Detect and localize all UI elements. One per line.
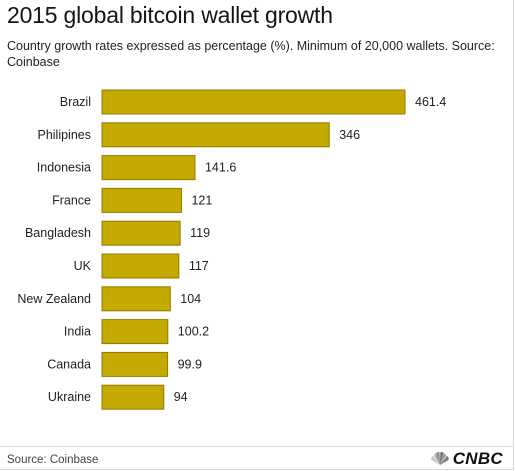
chart-subtitle: Country growth rates expressed as percen… xyxy=(7,39,495,69)
category-label: France xyxy=(52,193,91,207)
value-label: 100.2 xyxy=(178,325,209,339)
value-label: 94 xyxy=(174,390,188,404)
bar xyxy=(101,187,182,213)
value-label: 121 xyxy=(191,193,212,207)
category-label: Brazil xyxy=(60,95,91,109)
value-label: 119 xyxy=(190,226,210,240)
category-label: New Zealand xyxy=(17,292,91,306)
bar xyxy=(101,253,180,279)
footer: Source: Coinbase CNBC xyxy=(0,446,513,470)
cnbc-logo: CNBC xyxy=(430,449,503,469)
cnbc-logo-text: CNBC xyxy=(452,449,503,468)
category-label: Bangladesh xyxy=(25,226,91,240)
bar xyxy=(101,351,169,377)
category-label: Ukraine xyxy=(48,390,91,404)
category-label: India xyxy=(64,325,91,339)
bar xyxy=(101,286,171,312)
category-label: Indonesia xyxy=(37,161,91,175)
value-label: 104 xyxy=(180,292,201,306)
value-label: 461.4 xyxy=(415,95,446,109)
peacock-icon xyxy=(430,452,449,465)
chart-title: 2015 global bitcoin wallet growth xyxy=(7,2,333,28)
bar xyxy=(101,89,406,115)
value-label: 117 xyxy=(189,259,209,273)
category-label: Philipines xyxy=(37,128,91,142)
bar xyxy=(101,319,169,345)
value-label: 141.6 xyxy=(205,161,236,175)
value-label: 99.9 xyxy=(178,357,202,371)
value-label: 346 xyxy=(339,128,360,142)
category-label: Canada xyxy=(47,357,91,371)
category-label: UK xyxy=(74,259,92,273)
bar xyxy=(101,384,165,410)
bar xyxy=(101,220,181,246)
bar-chart: Brazil 461.4 Philipines 346 Indonesia 141.6 Fr… xyxy=(17,89,446,410)
bar xyxy=(101,155,196,181)
bar xyxy=(101,122,330,148)
source-note: Source: Coinbase xyxy=(7,454,99,466)
